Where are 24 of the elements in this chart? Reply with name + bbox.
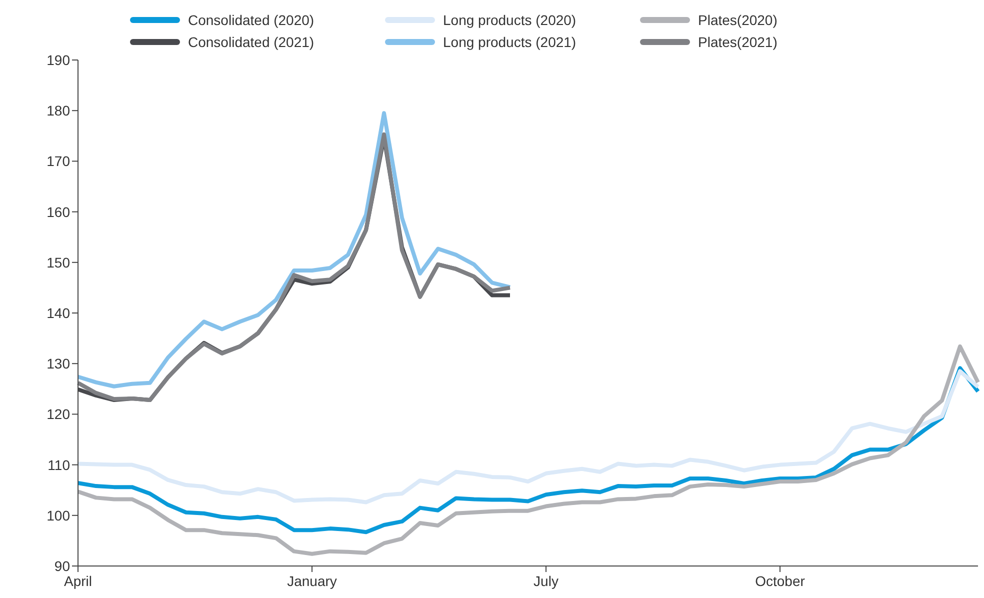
y-tick-label: 100	[46, 507, 70, 524]
legend-label: Consolidated (2021)	[188, 34, 314, 50]
y-tick-label: 130	[46, 356, 70, 372]
line-series	[76, 366, 980, 534]
line-series	[76, 369, 980, 504]
y-tick-label: 180	[46, 102, 70, 119]
y-tick-label: 170	[46, 153, 70, 170]
y-tick-label: 90	[54, 558, 70, 574]
line-series	[76, 344, 980, 556]
x-tick-label: April	[64, 573, 92, 589]
x-tick-label: January	[287, 573, 337, 589]
y-tick-label: 140	[46, 304, 70, 321]
y-tick-label: 150	[46, 254, 70, 270]
legend-label: Plates(2021)	[698, 34, 778, 50]
x-tick-label: October	[755, 573, 806, 589]
legend-label: Long products (2020)	[443, 12, 576, 28]
y-tick-label: 110	[48, 456, 70, 473]
legend-label: Long products (2021)	[443, 34, 576, 50]
y-tick-label: 120	[46, 406, 70, 422]
y-tick-label: 190	[46, 52, 70, 68]
x-tick-label: July	[534, 573, 558, 589]
legend-label: Consolidated (2020)	[188, 12, 314, 28]
y-tick-label: 160	[46, 204, 70, 220]
legend-label: Plates(2020)	[698, 12, 778, 28]
